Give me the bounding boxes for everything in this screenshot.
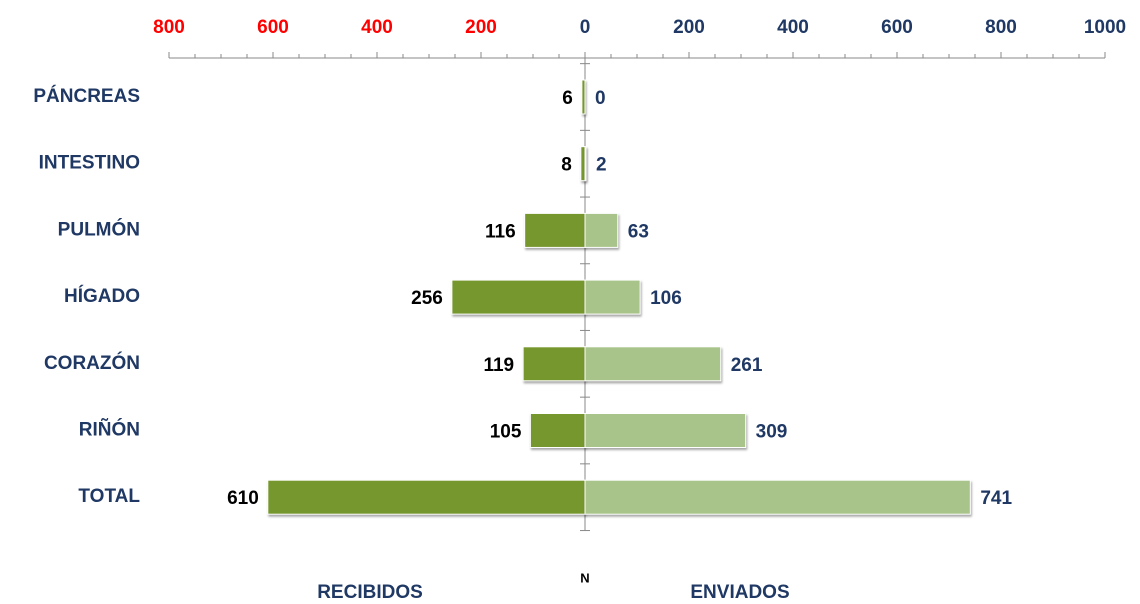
value-label: 8	[561, 155, 572, 176]
value-label: 256	[411, 288, 443, 309]
bar	[580, 146, 586, 182]
category-label: RIÑÓN	[79, 419, 140, 441]
value-label: 309	[756, 422, 788, 443]
category-label: PÁNCREAS	[33, 85, 140, 107]
value-label: 116	[485, 221, 516, 242]
value-label: 6	[562, 88, 573, 109]
bar	[584, 413, 747, 448]
bar	[529, 413, 586, 448]
legend-label: ENVIADOS	[690, 582, 789, 603]
bar	[524, 212, 586, 248]
category-label: PULMÓN	[58, 218, 140, 240]
value-label: 2	[596, 155, 607, 176]
value-label: 0	[595, 88, 606, 109]
x-axis-label: N	[580, 570, 589, 585]
category-label: HÍGADO	[64, 285, 140, 307]
value-label: 610	[227, 488, 259, 509]
x-tick-label: 200	[465, 17, 497, 38]
bar	[584, 279, 641, 315]
bar	[584, 346, 722, 382]
bar	[522, 346, 586, 382]
value-label: 741	[980, 488, 1012, 509]
x-tick-label: 600	[257, 17, 289, 38]
value-label: 261	[731, 355, 763, 376]
x-tick-label: 1000	[1084, 17, 1126, 38]
bar	[267, 479, 586, 515]
x-tick-label: 200	[673, 17, 705, 38]
x-tick-label: 400	[361, 17, 393, 38]
bar	[581, 79, 586, 115]
x-tick-label: 0	[580, 17, 591, 38]
value-label: 119	[483, 355, 514, 376]
x-tick-label: 800	[985, 17, 1017, 38]
bar	[584, 479, 971, 515]
bar	[584, 146, 587, 182]
category-label: TOTAL	[78, 486, 140, 507]
value-label: 63	[628, 221, 649, 242]
category-label: CORAZÓN	[44, 352, 140, 374]
x-tick-label: 800	[153, 17, 185, 38]
value-label: 105	[490, 422, 522, 443]
x-tick-label: 400	[777, 17, 809, 38]
bar	[451, 279, 586, 315]
category-label: INTESTINO	[39, 153, 140, 174]
bar	[584, 212, 619, 248]
legend-label: RECIBIDOS	[317, 582, 423, 603]
value-label: 106	[650, 288, 682, 309]
x-tick-label: 600	[881, 17, 913, 38]
